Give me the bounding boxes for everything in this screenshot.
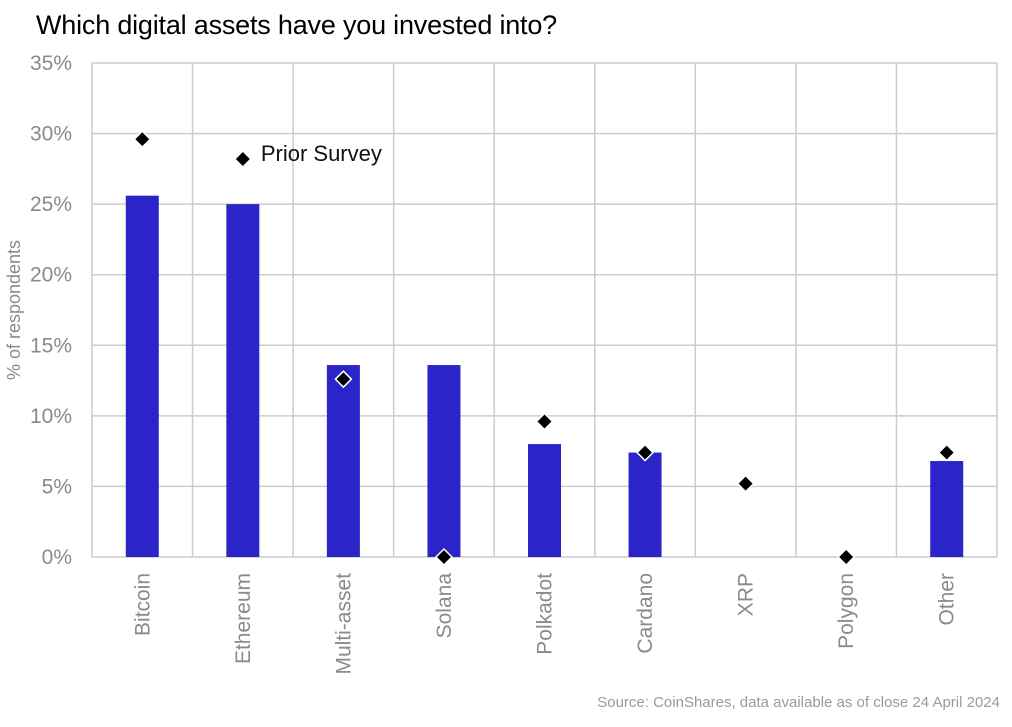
- chart-title: Which digital assets have you invested i…: [36, 10, 557, 40]
- x-category-label: Cardano: [634, 573, 657, 654]
- bar-cardano: [628, 452, 662, 557]
- bar-polkadot: [528, 444, 561, 557]
- y-tick-label: 10%: [30, 405, 72, 428]
- x-category-label: Polygon: [835, 573, 858, 649]
- prior-survey-marker-multi-asset: [334, 370, 353, 389]
- legend-label: Prior Survey: [261, 141, 382, 166]
- y-tick-label: 20%: [30, 264, 72, 287]
- y-tick-label: 35%: [30, 52, 72, 75]
- x-category-label: Solana: [433, 573, 456, 639]
- y-tick-label: 15%: [30, 334, 72, 357]
- x-category-label: Other: [936, 573, 959, 626]
- x-category-label: Ethereum: [232, 573, 255, 664]
- prior-survey-marker-other: [937, 443, 956, 462]
- x-category-label: Polkadot: [534, 573, 557, 655]
- x-category-label: Multi-asset: [332, 573, 355, 675]
- y-tick-label: 0%: [42, 546, 72, 569]
- bars-layer: [125, 195, 964, 557]
- x-category-label: XRP: [735, 573, 758, 616]
- prior-survey-marker-solana: [434, 547, 454, 567]
- x-axis-categories: Bitcoin Ethereum Multi-asset Solana Polkadot…: [131, 573, 958, 675]
- bar-bitcoin: [125, 195, 159, 557]
- y-tick-label: 25%: [30, 193, 72, 216]
- legend: Prior Survey: [233, 141, 382, 169]
- prior-survey-marker-polygon: [837, 547, 856, 567]
- prior-survey-marker-polkadot: [535, 412, 554, 431]
- y-tick-label: 5%: [42, 475, 72, 498]
- bar-other: [930, 461, 964, 557]
- y-axis-ticks: 0% 5% 10% 15% 20% 25% 30% 35%: [30, 52, 72, 569]
- y-tick-label: 30%: [30, 123, 72, 146]
- source-note: Source: CoinShares, data available as of…: [597, 694, 1000, 711]
- bar-multi-asset: [326, 365, 360, 557]
- bar-ethereum: [226, 204, 260, 557]
- x-category-label: Bitcoin: [131, 573, 154, 636]
- y-axis-title: % of respondents: [4, 240, 24, 380]
- legend-diamond-marker: [233, 149, 252, 169]
- prior-survey-marker-xrp: [736, 474, 755, 493]
- prior-survey-marker-cardano: [635, 443, 655, 462]
- markers-layer: [133, 130, 956, 567]
- prior-survey-marker-bitcoin: [133, 130, 152, 149]
- bar-solana: [427, 365, 461, 557]
